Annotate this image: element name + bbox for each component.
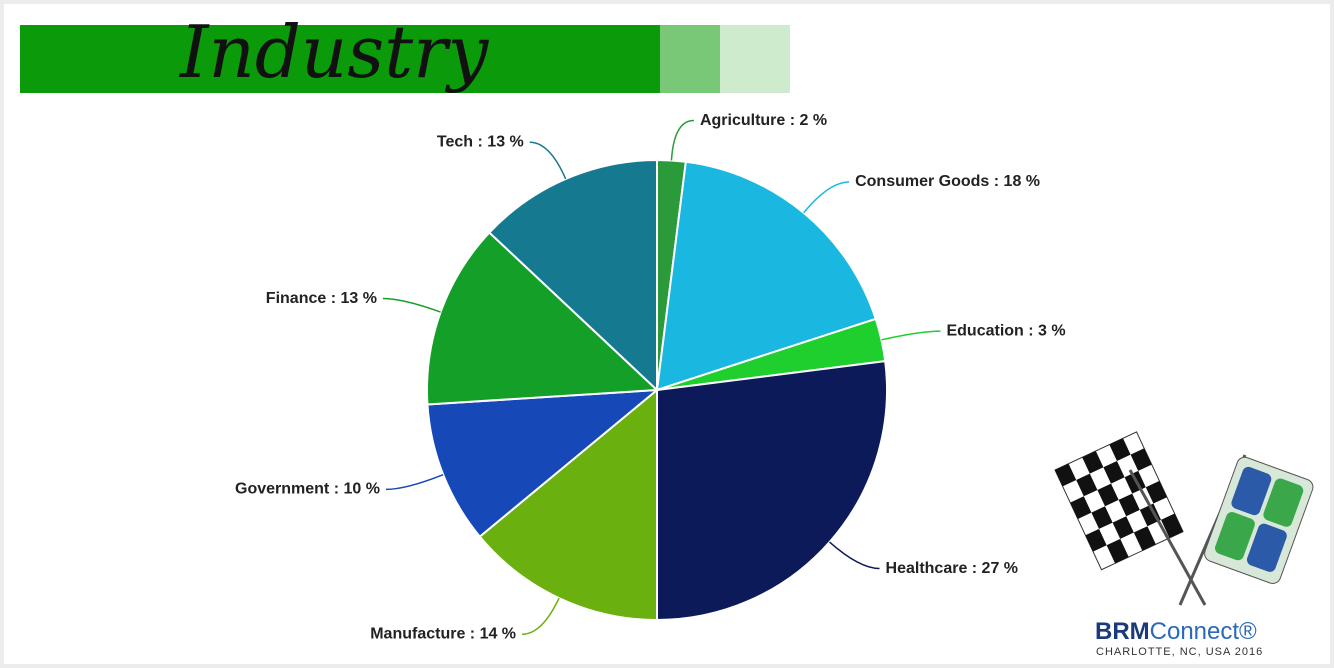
data-label: Government : 10 % (235, 481, 380, 498)
brand-suffix: Connect® (1150, 618, 1257, 645)
logo-tagline: CHARLOTTE, NC, USA 2016 (1096, 646, 1263, 658)
brand: BRM (1095, 618, 1150, 645)
data-label: Manufacture : 14 % (370, 626, 516, 643)
logo-brand: BRMConnect® (1095, 618, 1257, 645)
pie-slice (478, 387, 658, 622)
leader-line (382, 297, 441, 313)
pie-slice (656, 360, 888, 622)
leader-line (385, 473, 444, 491)
logo: BRMConnect® CHARLOTTE, NC, USA 2016 (1054, 431, 1314, 658)
pie-slice (655, 160, 878, 392)
brand-flag (1204, 456, 1314, 584)
data-label: Tech : 13 % (437, 133, 524, 150)
pie: Agriculture : 2 % Consumer Goods : 18 % Ed… (235, 112, 1066, 643)
banner-fade (720, 25, 790, 93)
leader-line (829, 541, 880, 570)
data-label: Consumer Goods : 18 % (855, 173, 1040, 190)
leader-line (529, 141, 567, 180)
leader-line (803, 181, 850, 214)
pie-slice (487, 158, 658, 393)
data-label: Finance : 13 % (266, 290, 377, 307)
data-label: Healthcare : 27 % (886, 560, 1019, 577)
data-label: Education : 3 % (946, 322, 1065, 339)
data-label: Agriculture : 2 % (700, 112, 827, 129)
title-banner (20, 25, 660, 93)
leader-line (881, 330, 941, 341)
leader-line (670, 119, 695, 161)
chart-title: Industry (178, 10, 490, 94)
pie-slice (426, 231, 660, 406)
banner-fade (660, 25, 720, 93)
leader-line (521, 597, 560, 636)
checkered-flag (1054, 431, 1184, 571)
